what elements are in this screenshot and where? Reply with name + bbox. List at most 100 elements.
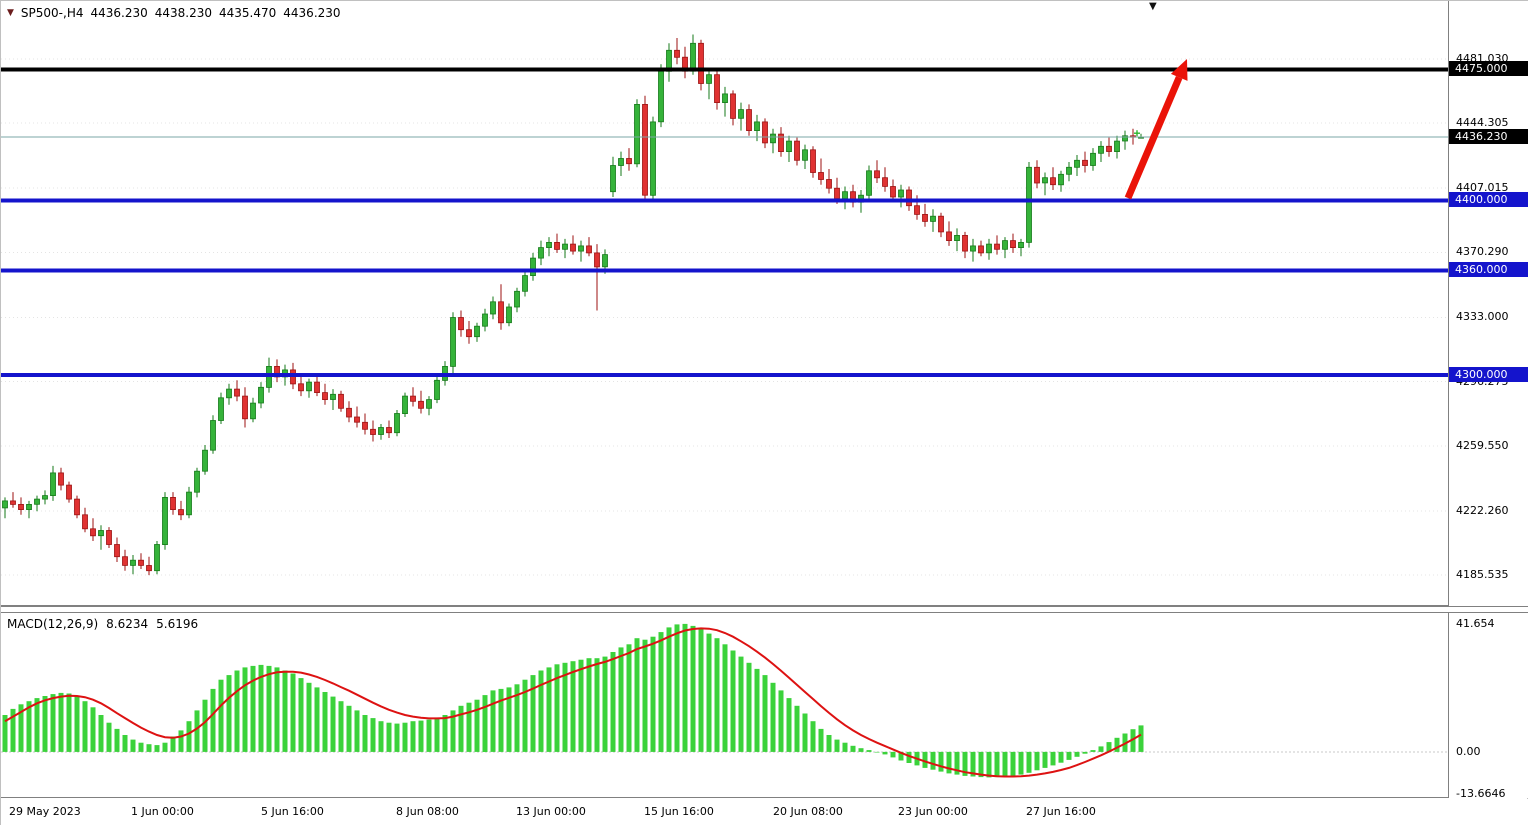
candle <box>1074 159 1080 168</box>
macd-bar <box>978 751 984 778</box>
candle <box>978 245 984 254</box>
chart-shift-icon[interactable]: ▼ <box>1149 1 1157 12</box>
macd-bar <box>634 638 640 752</box>
candle <box>74 498 80 516</box>
macd-bar <box>426 719 432 752</box>
macd-histogram <box>2 623 1144 778</box>
candle <box>1082 159 1088 166</box>
macd-bar <box>602 656 608 752</box>
candle <box>826 179 832 189</box>
price-tag-4300.000: 4300.000 <box>1449 367 1528 383</box>
candle <box>490 301 496 315</box>
price-tick: 4407.015 <box>1456 181 1509 195</box>
macd-bar <box>1042 751 1048 768</box>
candlestick-chart[interactable] <box>1 1 1448 606</box>
macd-signal-value: 5.6196 <box>156 617 199 631</box>
macd-bar <box>618 647 624 752</box>
macd-bar <box>882 751 888 755</box>
candle <box>210 420 216 451</box>
time-axis[interactable]: 29 May 2023 1 Jun 00:00 5 Jun 16:00 8 Jun 0… <box>1 799 1528 825</box>
macd-bar <box>770 682 776 752</box>
macd-bar <box>1034 751 1040 771</box>
macd-bar <box>858 748 864 752</box>
macd-bar <box>962 751 968 776</box>
macd-bar <box>938 751 944 772</box>
candle <box>98 530 104 537</box>
candle <box>626 158 632 165</box>
macd-bar <box>1130 729 1136 752</box>
macd-bar <box>1138 725 1144 752</box>
macd-bar <box>954 751 960 775</box>
macd-bar <box>226 675 232 752</box>
candle <box>330 393 336 400</box>
macd-bar <box>258 664 264 752</box>
candle <box>146 565 152 572</box>
candle <box>202 449 208 472</box>
candle <box>1002 240 1008 250</box>
macd-bar <box>338 701 344 752</box>
macd-bar <box>50 694 56 752</box>
time-label: 5 Jun 16:00 <box>261 805 324 818</box>
trend-arrow[interactable] <box>1124 59 1188 200</box>
candle <box>346 407 352 418</box>
macd-label: MACD(12,26,9) 8.6234 5.6196 <box>7 617 198 631</box>
candle <box>186 491 192 516</box>
macd-bar <box>682 623 688 752</box>
macd-panel[interactable]: MACD(12,26,9) 8.6234 5.6196 <box>1 613 1448 798</box>
macd-bar <box>1002 751 1008 777</box>
macd-bar <box>354 710 360 752</box>
candle <box>1034 166 1040 184</box>
candle <box>82 514 88 530</box>
candle <box>514 290 520 308</box>
candle <box>650 121 656 196</box>
candle <box>1050 177 1056 186</box>
macd-bar <box>1018 751 1024 775</box>
macd-bar <box>522 679 528 752</box>
macd-bar <box>458 705 464 752</box>
macd-bar <box>418 720 424 752</box>
candle <box>242 395 248 420</box>
candle <box>938 215 944 233</box>
price-tag-4400.000: 4400.000 <box>1449 192 1528 208</box>
candle <box>786 140 792 153</box>
candle <box>402 395 408 415</box>
candle <box>10 500 16 505</box>
macd-signal-line <box>4 627 1142 778</box>
macd-bar <box>482 695 488 752</box>
macd-bar <box>506 687 512 752</box>
macd-bar <box>138 742 144 752</box>
candle <box>410 395 416 402</box>
macd-bar <box>250 665 256 752</box>
macd-bar <box>498 688 504 752</box>
candle <box>2 500 8 509</box>
time-label: 29 May 2023 <box>9 805 81 818</box>
macd-bar <box>762 675 768 752</box>
candle <box>154 544 160 572</box>
macd-bar <box>1074 751 1080 757</box>
price-scale[interactable]: 4481.030 4444.305 4407.015 4370.290 4333.000… <box>1448 1 1528 606</box>
macd-bar <box>130 739 136 752</box>
macd-bar <box>410 721 416 752</box>
macd-bar <box>322 692 328 752</box>
panel-splitter[interactable] <box>1 606 1528 613</box>
macd-bar <box>994 751 1000 778</box>
candle <box>378 427 384 435</box>
candle <box>762 121 768 144</box>
symbol-dropdown-icon[interactable]: ▼ <box>7 7 14 18</box>
candle <box>50 472 56 496</box>
candle <box>1058 173 1064 186</box>
candle <box>298 383 304 392</box>
macd-scale[interactable]: 41.654 0.00 -13.6646 <box>1448 613 1528 800</box>
main-chart-panel[interactable]: ▼ SP500-,H4 4436.230 4438.230 4435.470 4… <box>1 1 1448 606</box>
macd-bar <box>274 667 280 752</box>
macd-bar <box>538 670 544 752</box>
macd-bar <box>2 715 8 752</box>
macd-bar <box>594 658 600 752</box>
symbol-period-label: SP500-,H4 <box>20 6 84 20</box>
candle <box>810 149 816 173</box>
candle <box>618 158 624 166</box>
macd-bar <box>802 713 808 752</box>
candle <box>130 559 136 566</box>
macd-chart[interactable] <box>1 613 1448 798</box>
macd-bar <box>306 682 312 752</box>
